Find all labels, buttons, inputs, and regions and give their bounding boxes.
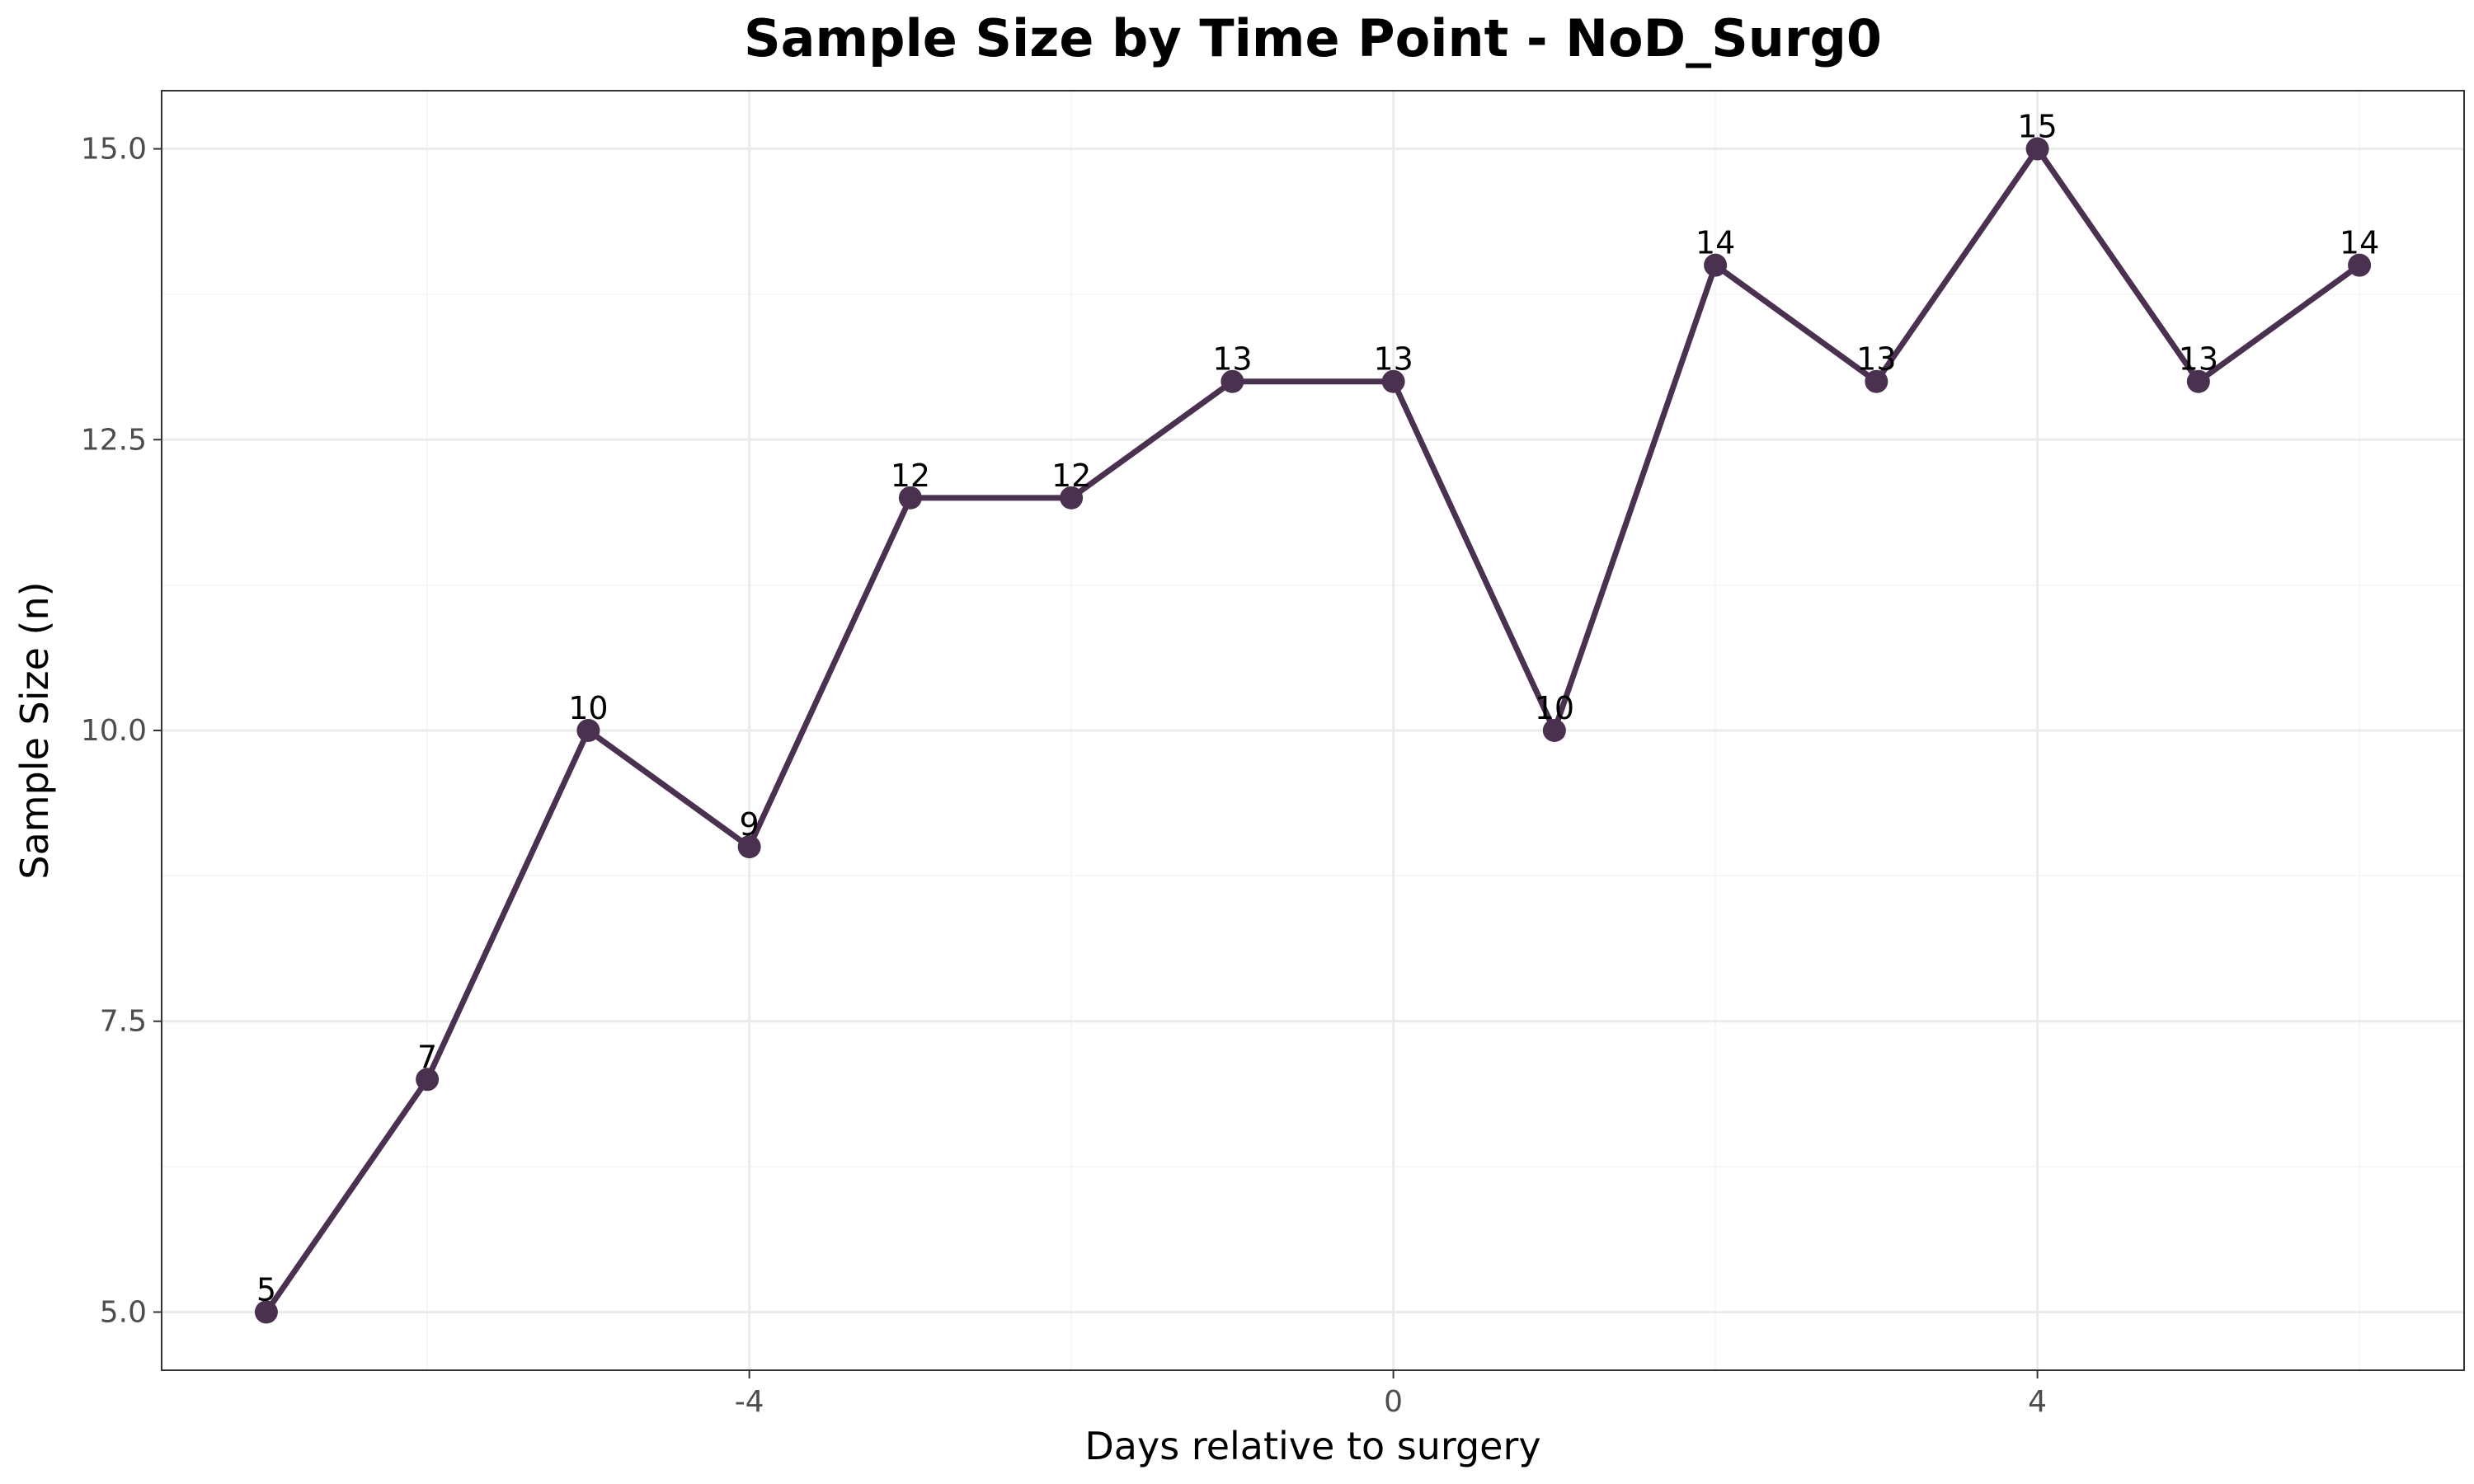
data-point	[2025, 137, 2049, 161]
data-point	[576, 719, 600, 742]
x-axis: -4 0 4	[735, 1370, 2047, 1419]
data-label: 9	[740, 806, 760, 843]
data-label: 13	[2179, 341, 2218, 378]
data-label: 14	[2340, 225, 2379, 261]
data-label: 13	[1373, 341, 1413, 378]
data-point	[1865, 369, 1888, 393]
y-axis: 5.0 7.5 10.0 12.5 15.0	[81, 133, 162, 1329]
major-gridlines	[162, 91, 2464, 1370]
data-point	[898, 486, 922, 510]
series-line	[263, 146, 2363, 1315]
data-point	[2186, 369, 2210, 393]
data-point	[2348, 253, 2372, 277]
data-point	[1704, 253, 1728, 277]
data-label: 13	[1856, 341, 1896, 378]
x-tick-label: 0	[1384, 1385, 1403, 1419]
data-label: 13	[1212, 341, 1252, 378]
data-label: 12	[891, 458, 930, 494]
y-tick-label: 12.5	[81, 423, 147, 457]
x-tick-label: 4	[2028, 1385, 2047, 1419]
data-label: 14	[1696, 225, 1735, 261]
x-tick-label: -4	[735, 1385, 764, 1419]
y-tick-label: 5.0	[100, 1295, 147, 1329]
data-point	[1221, 369, 1244, 393]
data-label: 10	[568, 690, 608, 726]
data-labels: 5 7 10 9 12 12 13 13 10 14 13 15 13 14	[256, 109, 2379, 1308]
y-axis-label: Sample Size (n)	[12, 581, 57, 879]
data-point	[1060, 486, 1084, 510]
data-point	[737, 835, 761, 859]
data-label: 7	[417, 1039, 437, 1075]
chart-title: Sample Size by Time Point - NoD_Surg0	[744, 8, 1882, 68]
data-point	[1381, 369, 1405, 393]
y-tick-label: 7.5	[100, 1005, 147, 1039]
data-point	[416, 1068, 440, 1092]
minor-gridlines	[162, 91, 2464, 1370]
data-label: 15	[2017, 109, 2057, 145]
data-point	[254, 1300, 278, 1324]
data-label: 5	[256, 1271, 276, 1308]
y-tick-label: 15.0	[81, 133, 147, 167]
data-point	[1542, 719, 1566, 742]
y-tick-label: 10.0	[81, 714, 147, 748]
data-label: 12	[1051, 458, 1091, 494]
series-layer	[254, 137, 2372, 1324]
x-axis-label: Days relative to surgery	[1084, 1424, 1540, 1468]
data-label: 10	[1535, 690, 1574, 726]
